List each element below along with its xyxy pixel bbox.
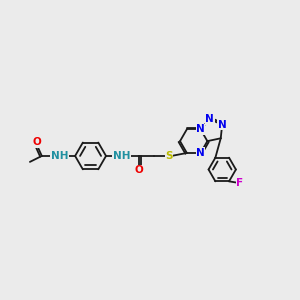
Text: N: N <box>218 120 226 130</box>
Text: O: O <box>135 165 144 175</box>
Text: O: O <box>32 137 41 147</box>
Text: F: F <box>236 178 243 188</box>
Text: N: N <box>196 148 205 158</box>
Text: NH: NH <box>51 151 68 161</box>
Text: NH: NH <box>113 151 130 161</box>
Text: N: N <box>205 114 214 124</box>
Text: S: S <box>165 151 173 161</box>
Text: N: N <box>196 124 205 134</box>
